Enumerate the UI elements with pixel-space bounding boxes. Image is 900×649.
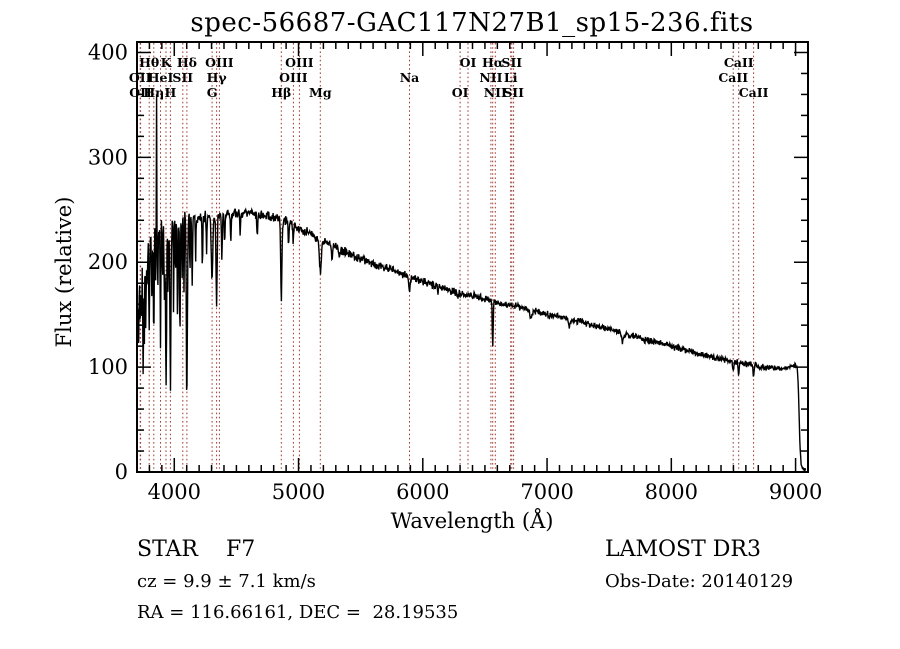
line-label-CaII: CaII [739,85,769,100]
cz-velocity-text: cz = 9.9 ± 7.1 km/s [137,571,316,592]
obs-date-text: Obs-Date: 20140129 [605,571,794,592]
line-label-G: G [207,85,218,100]
line-label-Li: Li [504,70,518,85]
line-label-OIII: OIII [285,55,314,70]
x-axis-label: Wavelength (Å) [390,509,554,533]
line-label-OII: OII [129,85,152,100]
y-tick-label: 200 [88,250,128,274]
line-label-HeI: HeI [148,70,174,85]
spectral-line-labels: OIIOIIHθHηHeIKHSIIHδGHγOIIIHβOIIIOIIIMgN… [129,55,769,100]
line-label-OI: OI [452,85,469,100]
y-tick-labels: 0 100 200 300 400 [88,41,128,485]
line-label-Mg: Mg [309,85,332,100]
spectrum-trace [136,94,807,472]
x-tick-label: 9000 [769,480,822,504]
y-tick-label: 400 [88,41,128,65]
line-label-Hα: Hα [482,55,504,70]
ra-dec-text: RA = 116.66161, DEC = 28.19535 [137,602,459,623]
survey-release-text: LAMOST DR3 [605,537,761,562]
object-class-text: STAR F7 [137,537,256,562]
x-tick-label: 4000 [148,480,201,504]
line-label-Hθ: Hθ [139,55,159,70]
line-label-K: K [161,55,173,70]
line-label-SII: SII [172,70,193,85]
line-label-Hδ: Hδ [177,55,197,70]
axis-ticks [136,42,809,473]
x-tick-labels: 4000 5000 6000 7000 8000 9000 [148,480,823,504]
line-label-NII: NII [484,85,507,100]
line-label-OIII: OIII [205,55,234,70]
line-label-OII: OII [129,70,152,85]
x-tick-label: 7000 [520,480,573,504]
line-label-Hγ: Hγ [207,70,228,85]
line-label-Na: Na [400,70,420,85]
plot-box [136,41,809,473]
y-tick-label: 100 [88,355,128,379]
line-label-H: H [164,85,176,100]
x-tick-label: 5000 [272,480,325,504]
line-label-CaII: CaII [724,55,754,70]
line-label-SII: SII [503,85,524,100]
spectral-line-markers [139,43,755,471]
line-label-OI: OI [460,55,477,70]
x-tick-label: 8000 [645,480,698,504]
line-label-Hβ: Hβ [271,85,291,100]
y-tick-label: 300 [88,145,128,169]
line-label-NII: NII [479,70,502,85]
y-tick-label: 0 [115,460,128,484]
line-label-SII: SII [501,55,522,70]
x-tick-label: 6000 [396,480,449,504]
line-label-Hη: Hη [143,85,164,100]
plot-title: spec-56687-GAC117N27B1_sp15-236.fits [190,8,754,38]
line-label-CaII: CaII [718,70,748,85]
line-label-OIII: OIII [279,70,308,85]
